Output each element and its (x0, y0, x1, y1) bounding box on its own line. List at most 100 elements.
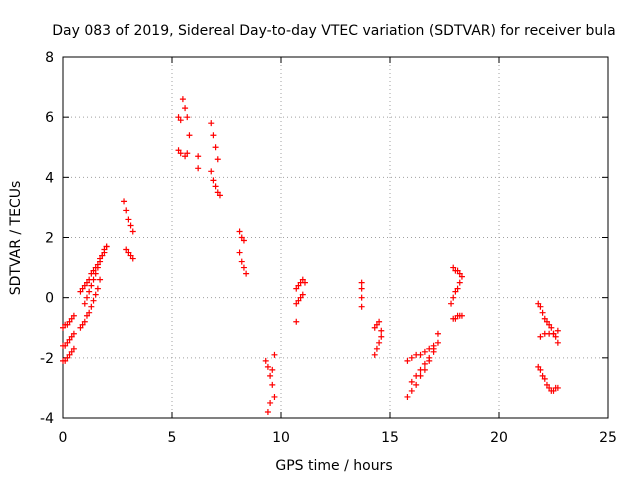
data-point (450, 264, 457, 271)
data-point (450, 294, 457, 301)
data-point (434, 339, 441, 346)
series-arc-5 (77, 276, 104, 331)
data-point (550, 330, 557, 337)
data-point (537, 333, 544, 340)
data-point (68, 348, 75, 355)
data-point (421, 360, 428, 367)
data-point (186, 132, 193, 139)
data-point (371, 324, 378, 331)
data-point (456, 270, 463, 277)
y-axis-label: SDTVAR / TECUs (8, 181, 24, 296)
data-point (358, 279, 365, 286)
data-point (426, 345, 433, 352)
data-point (121, 198, 128, 205)
data-point (210, 132, 217, 139)
series-arc-28 (448, 279, 463, 307)
data-point (417, 351, 424, 358)
y-tick-label: 6 (45, 110, 54, 126)
data-point (212, 183, 219, 190)
data-point (214, 156, 221, 163)
data-point (408, 354, 415, 361)
series-arc-16 (262, 357, 278, 400)
data-point (62, 342, 69, 349)
data-point (238, 234, 245, 241)
series-arc-11 (195, 153, 202, 172)
y-axis-ticks: -4 -2 0 2 4 6 8 (40, 50, 608, 427)
data-point (90, 297, 97, 304)
x-axis-label: GPS time / hours (275, 458, 392, 474)
series-arc-26 (408, 348, 437, 385)
data-point (373, 345, 380, 352)
data-point (299, 291, 306, 298)
data-point (243, 270, 250, 277)
data-point (127, 252, 134, 259)
data-point (271, 393, 278, 400)
data-point (179, 96, 186, 103)
data-point (541, 375, 548, 382)
data-point (129, 228, 136, 235)
data-point (554, 327, 561, 334)
data-point (421, 348, 428, 355)
series-arc-8 (123, 246, 136, 262)
data-point (216, 192, 223, 199)
data-point (77, 288, 84, 295)
chart-title: Day 083 of 2019, Sidereal Day-to-day VTE… (52, 23, 615, 39)
data-point (458, 273, 465, 280)
data-point (358, 303, 365, 310)
data-point (240, 264, 247, 271)
series-arc-32 (535, 363, 561, 394)
data-point (271, 351, 278, 358)
data-point (541, 315, 548, 322)
data-point (413, 381, 420, 388)
data-point (373, 321, 380, 328)
data-point (299, 276, 306, 283)
data-point (64, 354, 71, 361)
series-arc-27 (450, 264, 465, 280)
data-point (434, 330, 441, 337)
data-point (236, 249, 243, 256)
data-point (535, 363, 542, 370)
series-arc-15 (236, 249, 250, 277)
data-point (103, 243, 110, 250)
data-point (129, 255, 136, 262)
data-point (404, 393, 411, 400)
data-point (295, 297, 302, 304)
data-point (79, 285, 86, 292)
series-arc-23 (371, 333, 385, 358)
data-point (269, 381, 276, 388)
data-point (376, 318, 383, 325)
series-arc-3 (60, 312, 77, 331)
data-point (417, 366, 424, 373)
grid-lines (63, 57, 608, 418)
data-point (81, 300, 88, 307)
data-point (97, 258, 104, 265)
data-point (175, 147, 182, 154)
y-tick-label: 4 (45, 170, 54, 186)
data-point (97, 276, 104, 283)
data-point (214, 189, 221, 196)
data-point (66, 351, 73, 358)
data-point (64, 339, 71, 346)
data-point (177, 150, 184, 157)
data-point (543, 318, 550, 325)
data-point (182, 153, 189, 160)
data-point (127, 222, 134, 229)
data-point (62, 357, 69, 364)
data-point (68, 333, 75, 340)
data-point (262, 357, 269, 364)
series-arc-22 (371, 318, 385, 334)
data-point (184, 114, 191, 121)
data-point (66, 318, 73, 325)
y-tick-label: 0 (45, 291, 54, 307)
data-point (208, 168, 215, 175)
data-point (86, 288, 93, 295)
data-point (371, 351, 378, 358)
data-point (86, 309, 93, 316)
data-point (184, 150, 191, 157)
data-point (543, 381, 550, 388)
data-point (376, 339, 383, 346)
data-point (208, 120, 215, 127)
data-point (430, 348, 437, 355)
x-tick-label: 5 (168, 430, 177, 446)
